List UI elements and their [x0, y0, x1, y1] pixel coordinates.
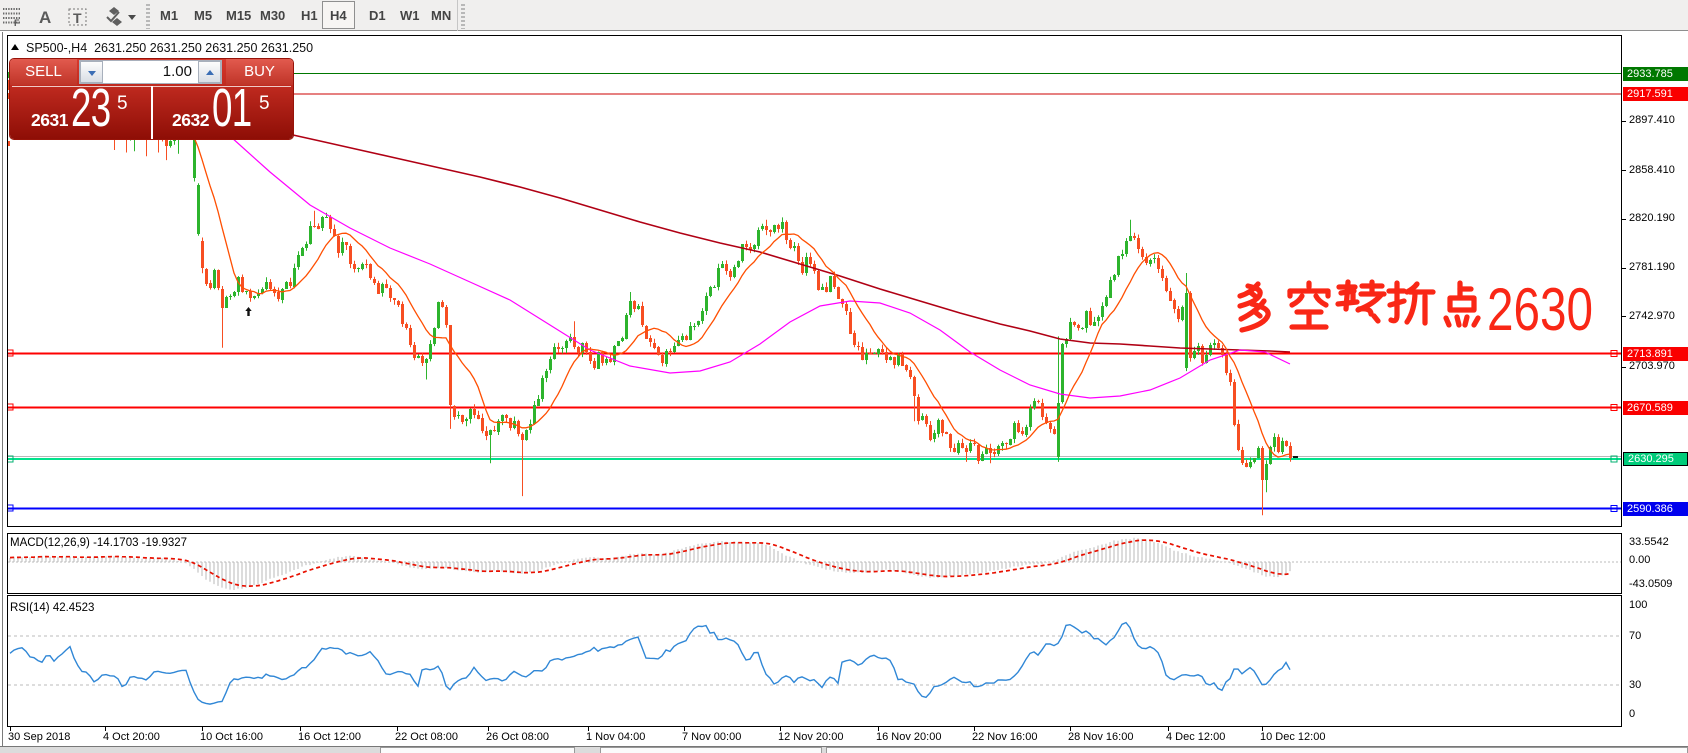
- svg-text:A: A: [39, 8, 51, 27]
- svg-text:2630: 2630: [1487, 276, 1593, 343]
- svg-text:F: F: [14, 18, 20, 28]
- svg-text:T: T: [73, 10, 82, 26]
